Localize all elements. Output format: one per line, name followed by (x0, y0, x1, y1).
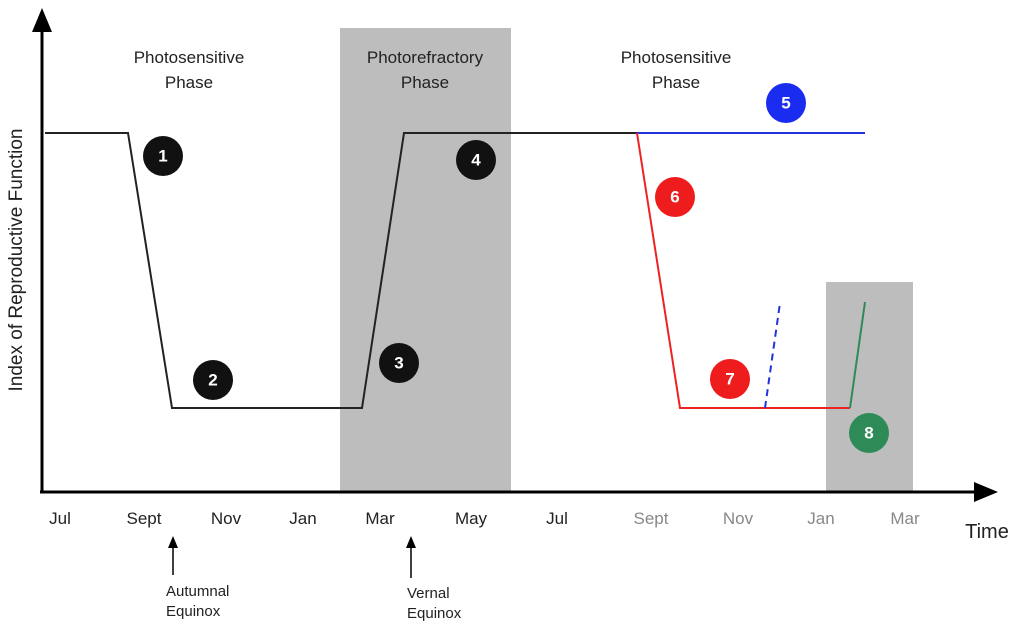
phase-label: Photorefractory (367, 48, 484, 67)
curve (636, 132, 850, 409)
phase-label: Phase (165, 73, 213, 92)
month-label: Sept (634, 509, 669, 528)
marker-label: 1 (158, 147, 167, 166)
refractory-band (340, 28, 511, 492)
marker (766, 83, 806, 123)
marker (379, 343, 419, 383)
y-axis-label: Index of Reproductive Function (6, 129, 27, 392)
phase-label: Phase (652, 73, 700, 92)
arrowhead (32, 8, 52, 32)
month-label: Jan (807, 509, 834, 528)
curve (45, 132, 637, 409)
arrowhead (406, 536, 416, 548)
marker-label: 8 (864, 424, 873, 443)
phase-label: Phase (401, 73, 449, 92)
annotation: Autumnal (166, 583, 229, 600)
marker-label: 5 (781, 94, 790, 113)
month-label: Sept (127, 509, 162, 528)
month-label: Nov (211, 509, 242, 528)
marker-label: 3 (394, 354, 403, 373)
curve (764, 302, 781, 409)
phase-label: Photosensitive (621, 48, 732, 67)
marker-label: 2 (208, 371, 217, 390)
x-axis-label: Time (965, 521, 1009, 543)
marker (193, 360, 233, 400)
month-label: Jan (289, 509, 316, 528)
phase-label: Photosensitive (134, 48, 245, 67)
month-label: Nov (723, 509, 754, 528)
annotation: Equinox (407, 605, 462, 622)
marker (655, 177, 695, 217)
marker (456, 140, 496, 180)
refractory-band (826, 282, 913, 492)
marker (143, 136, 183, 176)
month-label: Jul (546, 509, 568, 528)
marker-label: 7 (725, 370, 734, 389)
annotation: Equinox (166, 603, 221, 620)
arrowhead (974, 482, 998, 502)
arrowhead (168, 536, 178, 548)
month-label: Mar (365, 509, 395, 528)
month-label: Jul (49, 509, 71, 528)
annotation: Vernal (407, 585, 450, 602)
marker-label: 4 (471, 151, 481, 170)
curve (849, 301, 866, 409)
marker (710, 359, 750, 399)
month-label: Mar (890, 509, 920, 528)
marker (849, 413, 889, 453)
marker-label: 6 (670, 188, 679, 207)
month-label: May (455, 509, 488, 528)
